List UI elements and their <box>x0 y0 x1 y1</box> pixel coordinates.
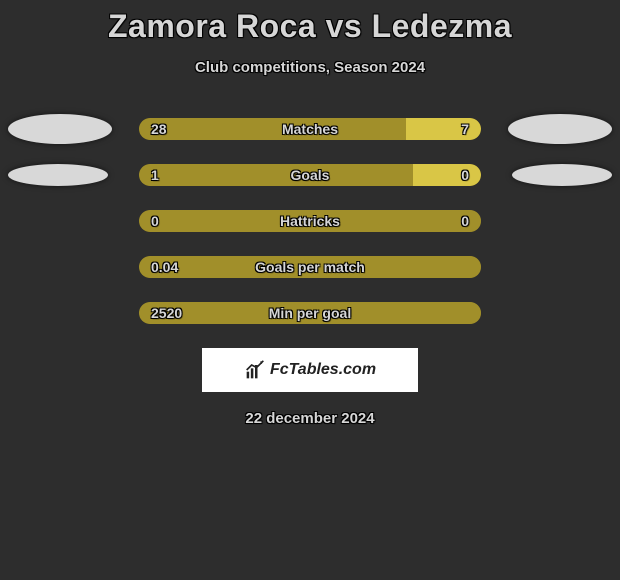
stat-row: 287Matches <box>0 118 620 140</box>
logo-text: FcTables.com <box>270 361 376 379</box>
stat-row: 0.04Goals per match <box>0 256 620 278</box>
stat-bar: 2520Min per goal <box>139 302 481 324</box>
stat-bar: 0.04Goals per match <box>139 256 481 278</box>
logo-box: FcTables.com <box>202 348 418 392</box>
metric-label: Goals per match <box>139 256 481 278</box>
player-left-icon <box>8 114 112 144</box>
metric-label: Min per goal <box>139 302 481 324</box>
player-right-icon <box>512 164 612 186</box>
stat-bar: 00Hattricks <box>139 210 481 232</box>
comparison-card: Zamora Roca vs Ledezma Club competitions… <box>0 0 620 427</box>
chart-icon <box>244 360 266 380</box>
stat-row: 10Goals <box>0 164 620 186</box>
page-title: Zamora Roca vs Ledezma <box>0 8 620 45</box>
stat-bar: 287Matches <box>139 118 481 140</box>
metric-label: Matches <box>139 118 481 140</box>
stat-rows: 287Matches 10Goals 00Hattricks 0.04Goals pe… <box>0 118 620 324</box>
subtitle: Club competitions, Season 2024 <box>0 59 620 76</box>
metric-label: Hattricks <box>139 210 481 232</box>
player-right-icon <box>508 114 612 144</box>
metric-label: Goals <box>139 164 481 186</box>
player-left-icon <box>8 164 108 186</box>
date-label: 22 december 2024 <box>0 410 620 427</box>
stat-bar: 10Goals <box>139 164 481 186</box>
stat-row: 00Hattricks <box>0 210 620 232</box>
stat-row: 2520Min per goal <box>0 302 620 324</box>
